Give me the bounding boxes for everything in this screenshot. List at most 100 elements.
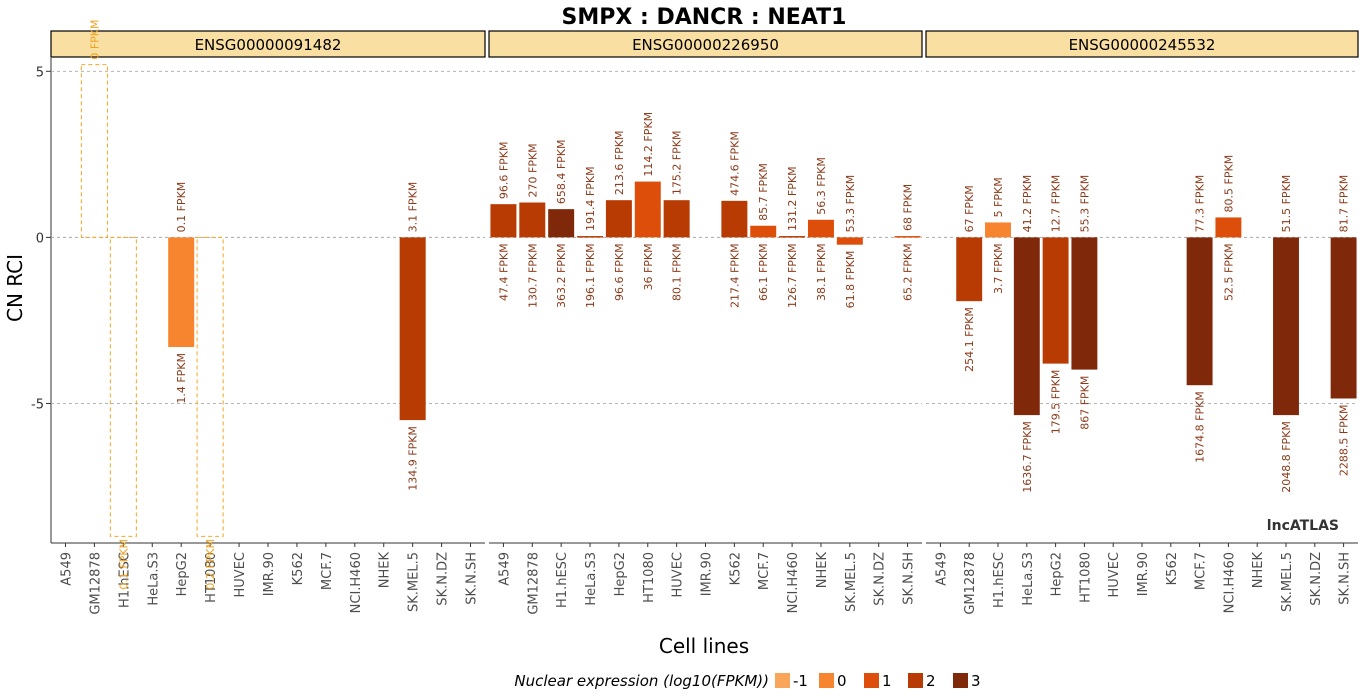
x-tick-label: H1.hESC xyxy=(992,552,1007,608)
legend-label: 3 xyxy=(971,672,981,690)
label-bottom-MCF.7: 1674.8 FPKM xyxy=(1194,391,1207,463)
bar-SK.MEL.5 xyxy=(1273,237,1299,416)
x-tick-label: A549 xyxy=(934,552,949,586)
label-bottom-SK.MEL.5: 134.9 FPKM xyxy=(407,426,420,491)
label-top-NCI.H460: 131.2 FPKM xyxy=(786,166,799,231)
x-tick-label: GM12878 xyxy=(88,552,103,615)
bar-SK.MEL.5 xyxy=(836,237,863,245)
legend-label: 1 xyxy=(882,672,892,690)
x-tick-label: H1.hESC xyxy=(117,552,132,608)
bar-HeLa.S3 xyxy=(577,236,604,238)
label-bottom-SK.N.SH: 2288.5 FPKM xyxy=(1338,404,1351,476)
label-top-HepG2: 213.6 FPKM xyxy=(613,131,626,196)
panel-strip xyxy=(925,30,1359,58)
bar-MCF.7 xyxy=(750,225,777,238)
x-tick-label: MCF.7 xyxy=(320,552,335,590)
panel-strip-label: ENSG00000091482 xyxy=(195,36,342,54)
label-bottom-SK.N.SH: 65.2 FPKM xyxy=(902,243,915,301)
bar-GM12878 xyxy=(80,64,108,238)
bar-NCI.H460 xyxy=(779,236,806,238)
panel-2: ENSG00000245532 A549 GM12878 H1.hESC HeLa.S3… xyxy=(925,30,1359,615)
label-top-GM12878: 67 FPKM xyxy=(963,185,976,232)
bar-HT1080 xyxy=(196,236,224,537)
bar-HeLa.S3 xyxy=(1013,237,1040,416)
bar-NHEK xyxy=(807,219,834,238)
x-tick-label: HUVEC xyxy=(233,552,248,597)
label-bottom-NCI.H460: 52.5 FPKM xyxy=(1222,243,1235,301)
legend-swatch--1 xyxy=(775,673,790,688)
panel-0: ENSG00000091482 A549 GM12878 H1.hESC HeLa.S3… xyxy=(50,19,486,615)
label-top-HeLa.S3: 41.2 FPKM xyxy=(1021,175,1034,233)
label-bottom-HeLa.S3: 1636.7 FPKM xyxy=(1021,421,1034,493)
x-tick-label: NCI.H460 xyxy=(1222,552,1237,613)
label-top-H1.hESC: 658.4 FPKM xyxy=(555,139,568,204)
label-bottom-HUVEC: 80.1 FPKM xyxy=(671,243,684,301)
legend-swatch-0 xyxy=(819,673,834,688)
x-tick-label: HeLa.S3 xyxy=(146,552,161,606)
bar-MCF.7 xyxy=(1186,237,1213,386)
label-bottom-HT1080: 36 FPKM xyxy=(642,243,655,290)
bar-A549 xyxy=(490,204,517,238)
label-bottom-HeLa.S3: 196.1 FPKM xyxy=(584,243,597,308)
label-top-K562: 474.6 FPKM xyxy=(728,131,741,196)
x-tick-label: SK.N.SH xyxy=(1338,552,1353,605)
bar-HepG2 xyxy=(168,237,195,348)
x-tick-label: IMR.90 xyxy=(700,552,715,596)
label-bottom-GM12878: 130.7 FPKM xyxy=(526,243,539,308)
label-bottom-HT1080: 0.2 FPKM xyxy=(204,539,217,590)
label-top-GM12878: 0 FPKM xyxy=(88,19,101,59)
label-top-SK.MEL.5: 51.5 FPKM xyxy=(1280,175,1293,233)
label-bottom-HepG2: 1.4 FPKM xyxy=(175,353,188,404)
label-bottom-NHEK: 38.1 FPKM xyxy=(815,243,828,301)
y-axis-label: CN RCI xyxy=(3,254,27,322)
panel-strip xyxy=(50,30,486,58)
x-tick-label: HepG2 xyxy=(613,552,628,596)
label-top-SK.MEL.5: 3.1 FPKM xyxy=(407,182,420,233)
y-tick-label: 0 xyxy=(36,231,44,246)
legend-swatch-3 xyxy=(953,673,968,688)
legend: Nuclear expression (log10(FPKM)) -1 0 1 2 3 xyxy=(514,672,980,690)
y-tick-label: 5 xyxy=(36,65,44,80)
x-tick-label: A549 xyxy=(497,552,512,586)
x-tick-label: HepG2 xyxy=(1050,552,1065,596)
label-top-HUVEC: 175.2 FPKM xyxy=(671,131,684,196)
x-axis-label: Cell lines xyxy=(659,634,749,658)
label-bottom-H1.hESC: 363.2 FPKM xyxy=(555,243,568,308)
x-tick-label: H1.hESC xyxy=(555,552,570,608)
x-tick-label: K562 xyxy=(291,552,306,585)
panel-strip-label: ENSG00000226950 xyxy=(632,36,779,54)
x-tick-label: NCI.H460 xyxy=(349,552,364,613)
label-top-MCF.7: 85.7 FPKM xyxy=(757,163,770,221)
bar-H1.hESC xyxy=(985,222,1011,238)
label-top-HepG2: 12.7 FPKM xyxy=(1050,175,1063,233)
label-top-GM12878: 270 FPKM xyxy=(526,143,539,197)
label-bottom-A549: 47.4 FPKM xyxy=(497,243,510,301)
x-tick-label: HT1080 xyxy=(1078,552,1093,603)
x-tick-label: SK.N.DZ xyxy=(436,552,451,606)
bar-K562 xyxy=(721,200,748,238)
label-top-SK.N.SH: 81.7 FPKM xyxy=(1338,175,1351,233)
x-tick-label: HUVEC xyxy=(671,552,686,597)
label-top-SK.N.SH: 68 FPKM xyxy=(902,184,915,231)
x-tick-label: HepG2 xyxy=(175,552,190,596)
x-tick-label: GM12878 xyxy=(526,552,541,615)
label-bottom-HT1080: 867 FPKM xyxy=(1078,376,1091,430)
bar-SK.N.SH xyxy=(894,236,921,238)
legend-label: -1 xyxy=(793,672,808,690)
label-top-NCI.H460: 80.5 FPKM xyxy=(1222,155,1235,213)
label-top-SK.MEL.5: 53.3 FPKM xyxy=(844,175,857,233)
legend-swatch-2 xyxy=(908,673,923,688)
x-tick-label: K562 xyxy=(1165,552,1180,585)
label-top-H1.hESC: 5 FPKM xyxy=(992,177,1005,217)
bar-HUVEC xyxy=(663,200,690,238)
label-top-A549: 96.6 FPKM xyxy=(497,142,510,200)
x-tick-label: SK.N.DZ xyxy=(873,552,888,606)
bar-H1.hESC xyxy=(109,236,137,537)
x-tick-label: IMR.90 xyxy=(262,552,277,596)
label-top-HeLa.S3: 191.4 FPKM xyxy=(584,166,597,231)
label-bottom-HepG2: 179.5 FPKM xyxy=(1050,370,1063,435)
bar-GM12878 xyxy=(519,202,546,238)
bar-NCI.H460 xyxy=(1215,217,1242,238)
label-top-HepG2: 0.1 FPKM xyxy=(175,182,188,233)
